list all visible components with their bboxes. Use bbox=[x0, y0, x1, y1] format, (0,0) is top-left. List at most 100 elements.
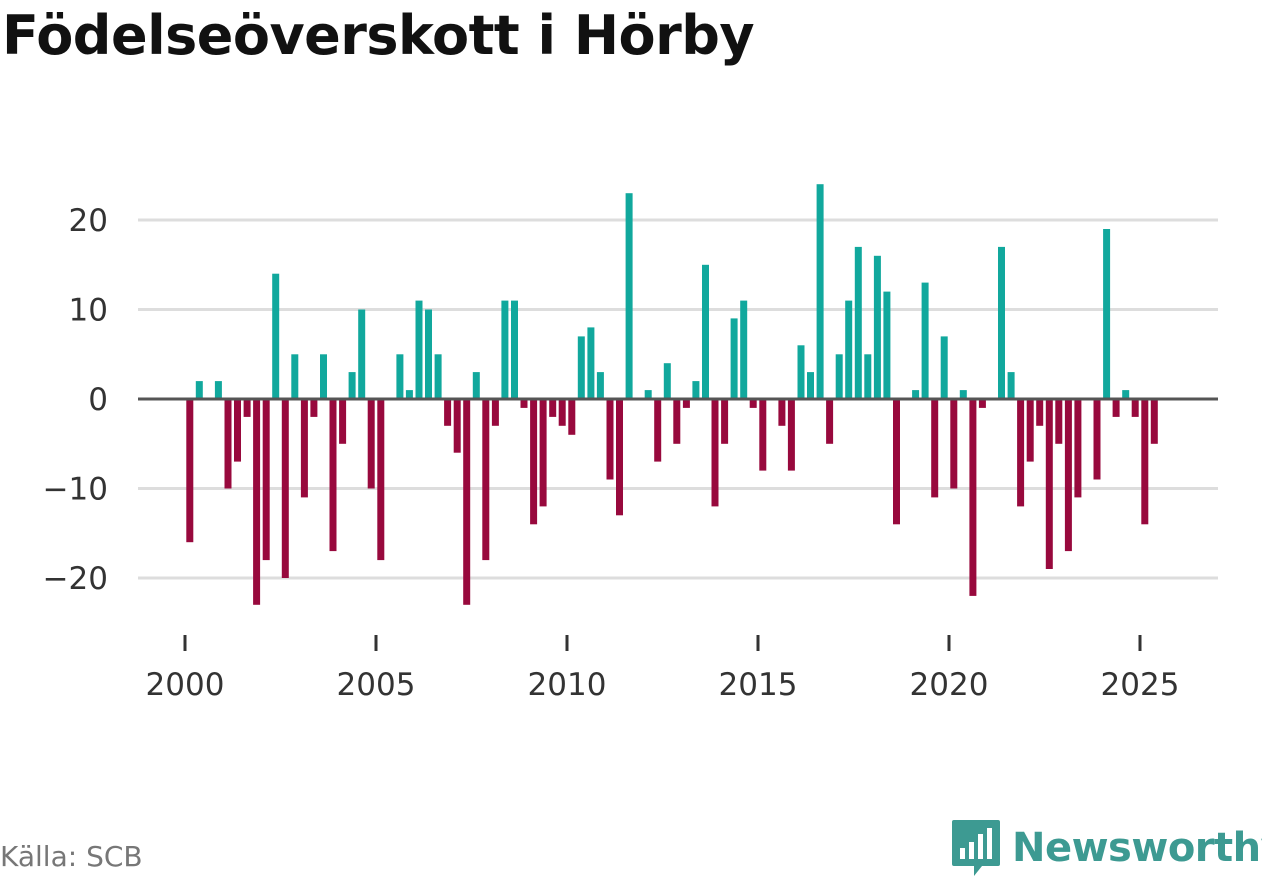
bar-negative bbox=[530, 399, 538, 525]
bar-negative bbox=[539, 399, 547, 507]
chart-title: Födelseöverskott i Hörby bbox=[2, 4, 755, 67]
y-tick-label: 20 bbox=[69, 203, 108, 239]
bar-positive bbox=[596, 372, 604, 399]
y-tick-label: −20 bbox=[43, 561, 108, 597]
bar-positive bbox=[1122, 390, 1130, 399]
bar-positive bbox=[625, 193, 633, 399]
source-label: Källa: SCB bbox=[0, 840, 143, 873]
bar-negative bbox=[491, 399, 499, 426]
bar-positive bbox=[998, 246, 1005, 399]
bar-negative bbox=[1093, 399, 1101, 480]
x-tick-label: 2005 bbox=[337, 667, 416, 703]
bar-positive bbox=[320, 354, 327, 400]
bar-positive bbox=[1007, 372, 1015, 399]
bar-negative bbox=[253, 399, 261, 605]
y-tick-label: 10 bbox=[69, 293, 108, 329]
bar-negative bbox=[243, 399, 251, 417]
bar-negative bbox=[558, 399, 566, 426]
bar-negative bbox=[1036, 399, 1044, 426]
bar-positive bbox=[396, 354, 404, 400]
bar-positive bbox=[358, 309, 366, 399]
bar-negative bbox=[262, 399, 270, 561]
newsworthy-logo-icon bbox=[952, 820, 1000, 876]
bar-positive bbox=[1103, 229, 1111, 399]
bar-positive bbox=[959, 390, 967, 399]
bar-positive bbox=[854, 246, 862, 399]
bar-positive bbox=[472, 372, 480, 399]
bar-negative bbox=[606, 399, 614, 480]
bar-negative bbox=[1055, 399, 1063, 444]
bar-negative bbox=[186, 399, 194, 543]
bar-positive bbox=[883, 291, 891, 399]
y-tick-label: −10 bbox=[43, 472, 108, 508]
bar-positive bbox=[577, 336, 585, 399]
brand-logo[interactable]: Newsworthy bbox=[950, 818, 1262, 878]
bar-positive bbox=[797, 345, 805, 399]
bar-positive bbox=[272, 273, 280, 399]
bar-negative bbox=[682, 399, 690, 408]
bar-negative bbox=[367, 399, 375, 489]
bar-negative bbox=[1141, 399, 1149, 525]
bar-negative bbox=[778, 399, 786, 426]
x-tick-label: 2000 bbox=[146, 667, 225, 703]
bar-positive bbox=[864, 354, 872, 400]
bar-negative bbox=[978, 399, 986, 408]
bar-negative bbox=[377, 399, 385, 561]
bar-negative bbox=[1026, 399, 1034, 462]
bar-positive bbox=[195, 381, 203, 399]
x-tick-label: 2025 bbox=[1101, 667, 1180, 703]
bar-negative bbox=[300, 399, 308, 498]
bar-negative bbox=[1112, 399, 1120, 417]
bar-positive bbox=[835, 354, 843, 400]
bar-negative bbox=[520, 399, 528, 408]
brand-name: Newsworthy bbox=[1012, 825, 1262, 871]
bar-negative bbox=[453, 399, 461, 453]
bar-positive bbox=[873, 255, 881, 399]
bar-positive bbox=[415, 300, 423, 399]
bar-negative bbox=[969, 399, 977, 596]
bar-negative bbox=[549, 399, 557, 417]
bar-negative bbox=[673, 399, 681, 444]
bar-positive bbox=[348, 372, 356, 399]
bar-negative bbox=[310, 399, 318, 417]
bar-negative bbox=[339, 399, 347, 444]
bar-negative bbox=[931, 399, 939, 498]
bar-negative bbox=[482, 399, 490, 561]
bar-negative bbox=[759, 399, 767, 471]
bar-negative bbox=[654, 399, 662, 462]
bar-negative bbox=[1017, 399, 1025, 507]
bar-positive bbox=[740, 300, 748, 399]
bar-negative bbox=[329, 399, 337, 552]
y-tick-label: 0 bbox=[88, 382, 108, 418]
bar-positive bbox=[434, 354, 442, 400]
bar-positive bbox=[816, 184, 824, 399]
x-tick-label: 2020 bbox=[910, 667, 989, 703]
bar-negative bbox=[950, 399, 958, 489]
bar-negative bbox=[1064, 399, 1072, 552]
bar-negative bbox=[721, 399, 729, 444]
bar-negative bbox=[1150, 399, 1158, 444]
bar-positive bbox=[730, 318, 738, 399]
bar-negative bbox=[1045, 399, 1053, 569]
bar-positive bbox=[940, 336, 948, 399]
bar-positive bbox=[425, 309, 432, 399]
bar-negative bbox=[1074, 399, 1082, 498]
bar-negative bbox=[826, 399, 834, 444]
bar-positive bbox=[663, 363, 671, 399]
bar-negative bbox=[711, 399, 719, 507]
bar-negative bbox=[224, 399, 232, 489]
bar-positive bbox=[405, 390, 413, 399]
bar-positive bbox=[587, 327, 595, 399]
bar-negative bbox=[234, 399, 241, 462]
bar-positive bbox=[644, 390, 652, 399]
x-tick-label: 2015 bbox=[719, 667, 798, 703]
bar-positive bbox=[214, 381, 222, 399]
bar-positive bbox=[921, 282, 929, 399]
bar-positive bbox=[692, 381, 700, 399]
bar-positive bbox=[912, 390, 920, 399]
bar-negative bbox=[787, 399, 795, 471]
bar-positive bbox=[291, 354, 299, 400]
bar-negative bbox=[893, 399, 900, 525]
bar-positive bbox=[511, 300, 518, 399]
